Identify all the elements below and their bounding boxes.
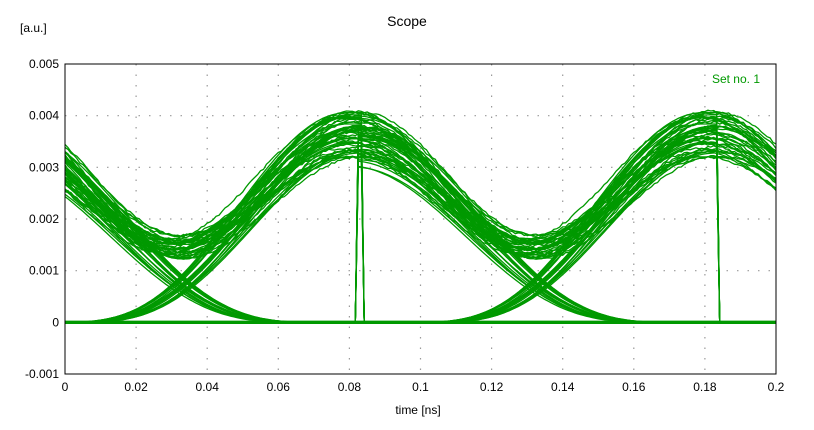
x-tick-label: 0.2 [768,380,785,394]
y-tick-label: 0 [52,315,59,329]
x-tick-label: 0.18 [693,380,717,394]
trace-fall [64,196,776,323]
x-tick-label: 0.14 [551,380,575,394]
x-axis-label: time [ns] [395,403,440,417]
chart-title: Scope [387,13,427,29]
grid-lines [65,64,776,374]
y-tick-labels: -0.001 0 0.001 0.002 0.003 0.004 0.005 [25,57,59,381]
x-tick-label: 0.1 [412,380,429,394]
signal-traces [64,109,777,325]
x-tick-label: 0.06 [267,380,291,394]
trace-high [64,115,777,238]
y-tick-label: 0.003 [29,160,59,174]
plot-frame [64,63,777,375]
x-tick-label: 0.08 [338,380,362,394]
y-tick-label: 0.005 [29,57,59,71]
x-tick-labels: 0 0.02 0.04 0.06 0.08 0.1 0.12 0.14 0.16 0.18 0.2 [62,380,785,394]
trace-high [64,137,777,260]
y-axis-unit-label: [a.u.] [20,21,47,35]
legend-entry: Set no. 1 [712,72,760,86]
x-tick-label: 0 [62,380,69,394]
trace-high [64,148,777,255]
y-tick-label: 0.002 [29,212,59,226]
x-tick-label: 0.02 [124,380,148,394]
x-tick-label: 0.04 [196,380,220,394]
y-tick-label: 0.004 [29,109,59,123]
trace-high [64,139,777,246]
y-tick-label: 0.001 [29,264,59,278]
x-tick-label: 0.16 [622,380,646,394]
x-tick-label: 0.12 [480,380,504,394]
y-tick-label: -0.001 [25,367,59,381]
